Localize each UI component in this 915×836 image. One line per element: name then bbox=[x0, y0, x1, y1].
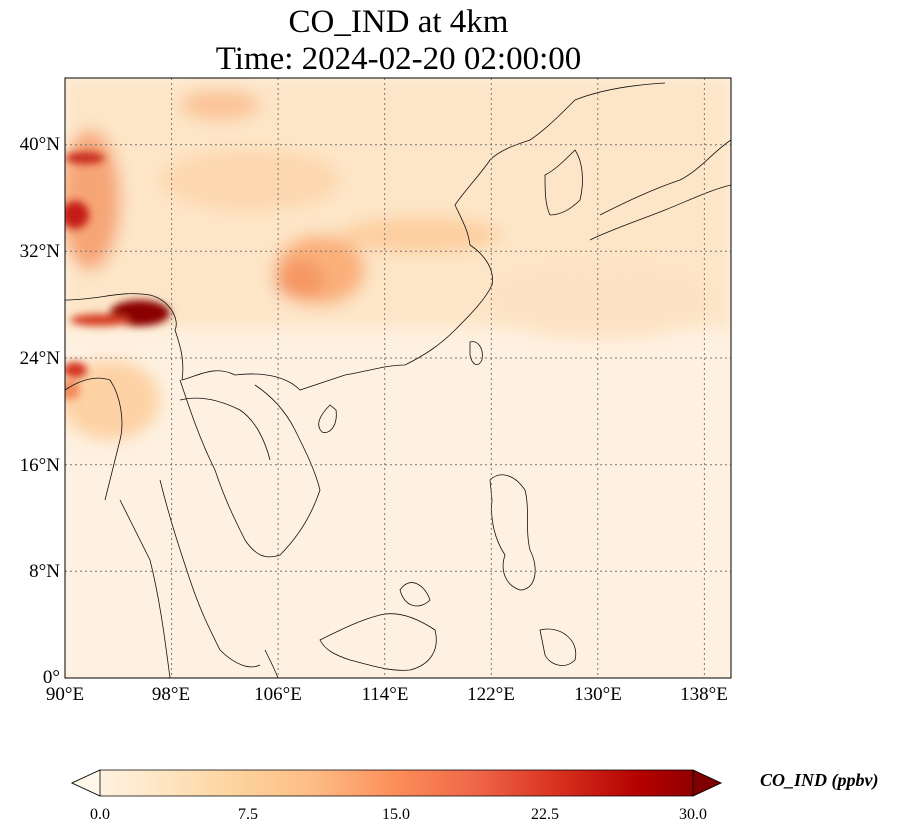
lon-tick-label: 114°E bbox=[361, 684, 409, 705]
lat-tick-label: 32°N bbox=[19, 241, 60, 262]
map-title: CO_IND at 4km bbox=[288, 4, 509, 40]
coastlines bbox=[65, 82, 731, 678]
colorbar-high-extend bbox=[692, 769, 722, 797]
colorbar-tick-label: 0.0 bbox=[90, 806, 110, 823]
lon-tick-label: 122°E bbox=[467, 684, 515, 705]
concentration-field bbox=[65, 78, 731, 678]
lat-tick-label: 0° bbox=[42, 667, 60, 688]
lat-tick-label: 8°N bbox=[29, 561, 60, 582]
grid-lines bbox=[65, 78, 731, 678]
lat-tick-label: 16°N bbox=[19, 455, 60, 476]
lon-tick-label: 90°E bbox=[45, 684, 85, 705]
colorbar bbox=[71, 769, 722, 797]
lat-tick-label: 40°N bbox=[19, 134, 60, 155]
colorbar-tick-label: 22.5 bbox=[531, 806, 559, 823]
map-border bbox=[64, 77, 732, 679]
colorbar-label: CO_IND (ppbv) bbox=[760, 770, 879, 790]
lon-tick-label: 130°E bbox=[574, 684, 622, 705]
colorbar-tick-label: 15.0 bbox=[382, 806, 410, 823]
lat-tick-label: 24°N bbox=[19, 348, 60, 369]
lon-tick-label: 106°E bbox=[254, 684, 302, 705]
colorbar-low-extend bbox=[71, 769, 101, 797]
lon-tick-label: 98°E bbox=[151, 684, 191, 705]
colorbar-tick-label: 7.5 bbox=[238, 806, 258, 823]
map-subtitle-time: Time: 2024-02-20 02:00:00 bbox=[215, 41, 582, 77]
lon-tick-label: 138°E bbox=[680, 684, 728, 705]
colorbar-tick-label: 30.0 bbox=[679, 806, 707, 823]
